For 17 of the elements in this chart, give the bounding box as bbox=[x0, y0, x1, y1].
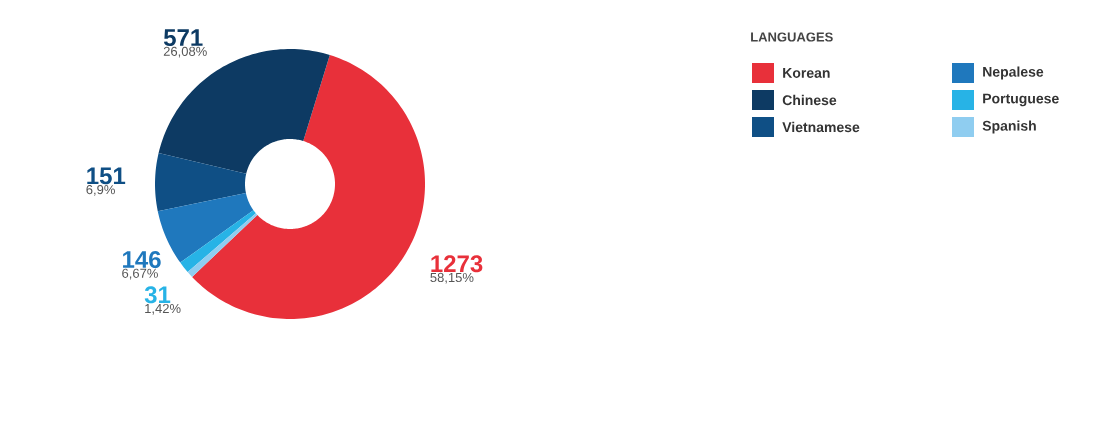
text: 6,9% bbox=[86, 185, 115, 196]
legend-label: Spanish bbox=[982, 120, 1036, 134]
legend-label: Korean bbox=[783, 68, 830, 78]
data-label: 151 bbox=[87, 167, 126, 185]
legend-label: Vietnamese bbox=[782, 121, 860, 133]
legend-label: Nepalese bbox=[983, 66, 1044, 80]
legend-title: LANGUAGES bbox=[751, 32, 833, 42]
legend-label: Chinese bbox=[782, 94, 837, 106]
data-label: 146 bbox=[123, 251, 161, 269]
legend-label: Portuguese bbox=[983, 93, 1059, 107]
text: 1,42% bbox=[145, 303, 181, 315]
data-label: 571 bbox=[163, 29, 203, 47]
data-label: 1273 bbox=[431, 255, 483, 273]
text: 6,67% bbox=[122, 268, 158, 280]
data-label: 31 bbox=[144, 286, 171, 304]
text: 58,15% bbox=[430, 272, 474, 284]
text: 26,08% bbox=[163, 46, 207, 58]
